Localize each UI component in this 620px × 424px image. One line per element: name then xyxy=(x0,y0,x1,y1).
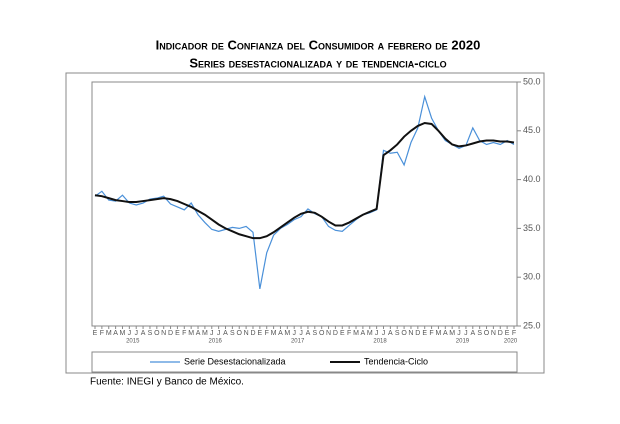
year-label: 2017 xyxy=(291,339,305,345)
x-tick-label: N xyxy=(491,330,496,337)
x-tick-label: J xyxy=(464,330,468,337)
x-tick-label: E xyxy=(175,330,180,337)
x-tick-label: D xyxy=(250,330,255,337)
year-label: 2015 xyxy=(126,339,140,345)
legend-label: Tendencia-Ciclo xyxy=(364,356,428,366)
x-tick-label: N xyxy=(408,330,413,337)
x-tick-label: E xyxy=(93,330,98,337)
x-tick-label: E xyxy=(422,330,427,337)
x-tick-label: F xyxy=(182,330,186,337)
x-tick-label: A xyxy=(113,330,118,337)
x-tick-label: J xyxy=(382,330,386,337)
x-tick-label: O xyxy=(484,330,490,337)
x-tick-label: M xyxy=(436,330,442,337)
x-tick-label: A xyxy=(278,330,283,337)
y-tick-label: 50.0 xyxy=(523,76,541,86)
x-tick-label: S xyxy=(395,330,400,337)
x-tick-label: F xyxy=(429,330,433,337)
x-tick-label: A xyxy=(443,330,448,337)
x-tick-label: A xyxy=(196,330,201,337)
x-tick-label: J xyxy=(128,330,132,337)
x-tick-label: S xyxy=(477,330,482,337)
x-tick-label: M xyxy=(271,330,277,337)
x-tick-label: J xyxy=(299,330,303,337)
x-tick-label: D xyxy=(498,330,503,337)
x-tick-label: A xyxy=(361,330,366,337)
x-tick-label: A xyxy=(470,330,475,337)
x-tick-label: M xyxy=(449,330,455,337)
x-tick-label: J xyxy=(292,330,296,337)
x-tick-label: E xyxy=(258,330,263,337)
legend-label: Serie Desestacionalizada xyxy=(184,356,286,366)
x-tick-label: M xyxy=(120,330,126,337)
x-tick-label: O xyxy=(237,330,243,337)
y-tick-label: 45.0 xyxy=(523,125,541,135)
x-tick-label: A xyxy=(141,330,146,337)
x-tick-label: J xyxy=(457,330,461,337)
x-tick-label: F xyxy=(347,330,351,337)
chart-title: Indicador de Confianza del Consumidor a … xyxy=(156,37,481,52)
y-tick-label: 40.0 xyxy=(523,174,541,184)
x-tick-label: O xyxy=(319,330,325,337)
x-tick-label: J xyxy=(217,330,221,337)
series-line xyxy=(94,94,515,290)
y-tick-label: 30.0 xyxy=(523,272,541,282)
y-tick-label: 25.0 xyxy=(523,320,541,330)
x-tick-label: A xyxy=(306,330,311,337)
x-tick-label: N xyxy=(326,330,331,337)
x-tick-label: M xyxy=(367,330,373,337)
x-tick-label: M xyxy=(188,330,194,337)
x-tick-label: M xyxy=(353,330,359,337)
x-tick-label: N xyxy=(161,330,166,337)
year-label: 2019 xyxy=(456,339,470,345)
x-tick-label: F xyxy=(100,330,104,337)
legend-frame xyxy=(91,351,518,373)
x-tick-label: D xyxy=(168,330,173,337)
x-tick-label: S xyxy=(312,330,317,337)
chart-frame xyxy=(65,72,545,374)
x-tick-label: N xyxy=(244,330,249,337)
x-tick-label: A xyxy=(388,330,393,337)
x-tick-label: J xyxy=(210,330,214,337)
x-tick-label: M xyxy=(202,330,208,337)
year-label: 2018 xyxy=(373,339,387,345)
x-tick-label: J xyxy=(375,330,379,337)
x-tick-label: D xyxy=(415,330,420,337)
x-tick-label: O xyxy=(154,330,160,337)
plot-frame xyxy=(91,81,518,327)
year-label: 2016 xyxy=(209,339,223,345)
x-tick-label: F xyxy=(512,330,516,337)
x-tick-label: J xyxy=(134,330,138,337)
source: Fuente: INEGI y Banco de México. xyxy=(90,377,244,388)
chart-subtitle: Series desestacionalizada y de tendencia… xyxy=(189,55,446,70)
x-tick-label: M xyxy=(106,330,112,337)
x-tick-label: M xyxy=(284,330,290,337)
x-tick-label: E xyxy=(505,330,510,337)
series-line xyxy=(94,121,515,240)
year-label: 2020 xyxy=(504,339,518,345)
y-tick-label: 35.0 xyxy=(523,223,541,233)
x-tick-label: E xyxy=(340,330,345,337)
x-tick-label: A xyxy=(223,330,228,337)
x-tick-label: F xyxy=(265,330,269,337)
x-tick-label: S xyxy=(148,330,153,337)
x-tick-label: D xyxy=(333,330,338,337)
x-tick-label: O xyxy=(401,330,407,337)
x-tick-label: S xyxy=(230,330,235,337)
